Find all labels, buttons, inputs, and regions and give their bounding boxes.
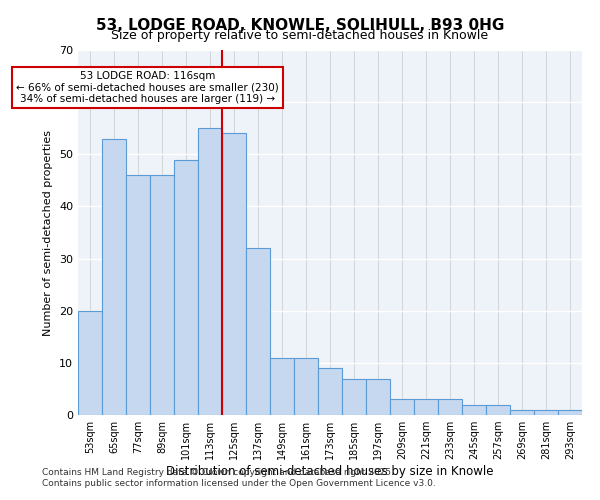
Bar (438, 400, 462, 415)
Bar (246, 248, 270, 415)
Bar (126, 175, 150, 415)
Bar (558, 410, 582, 415)
Bar (534, 410, 558, 415)
Bar (222, 134, 246, 415)
Text: Size of property relative to semi-detached houses in Knowle: Size of property relative to semi-detach… (112, 29, 488, 42)
Bar (462, 404, 486, 415)
Y-axis label: Number of semi-detached properties: Number of semi-detached properties (43, 130, 53, 336)
Bar (270, 358, 294, 415)
Bar (510, 410, 534, 415)
Bar (318, 368, 342, 415)
Text: 53 LODGE ROAD: 116sqm
← 66% of semi-detached houses are smaller (230)
34% of sem: 53 LODGE ROAD: 116sqm ← 66% of semi-deta… (16, 71, 279, 104)
Bar (102, 138, 126, 415)
Text: Contains HM Land Registry data © Crown copyright and database right 2025.
Contai: Contains HM Land Registry data © Crown c… (42, 468, 436, 487)
Bar (414, 400, 438, 415)
Bar (150, 175, 174, 415)
Bar (390, 400, 414, 415)
Bar (486, 404, 510, 415)
Bar (294, 358, 318, 415)
Bar (174, 160, 198, 415)
Bar (78, 310, 102, 415)
X-axis label: Distribution of semi-detached houses by size in Knowle: Distribution of semi-detached houses by … (166, 465, 494, 478)
Text: 53, LODGE ROAD, KNOWLE, SOLIHULL, B93 0HG: 53, LODGE ROAD, KNOWLE, SOLIHULL, B93 0H… (96, 18, 504, 32)
Bar (342, 378, 366, 415)
Bar (198, 128, 222, 415)
Bar (366, 378, 390, 415)
